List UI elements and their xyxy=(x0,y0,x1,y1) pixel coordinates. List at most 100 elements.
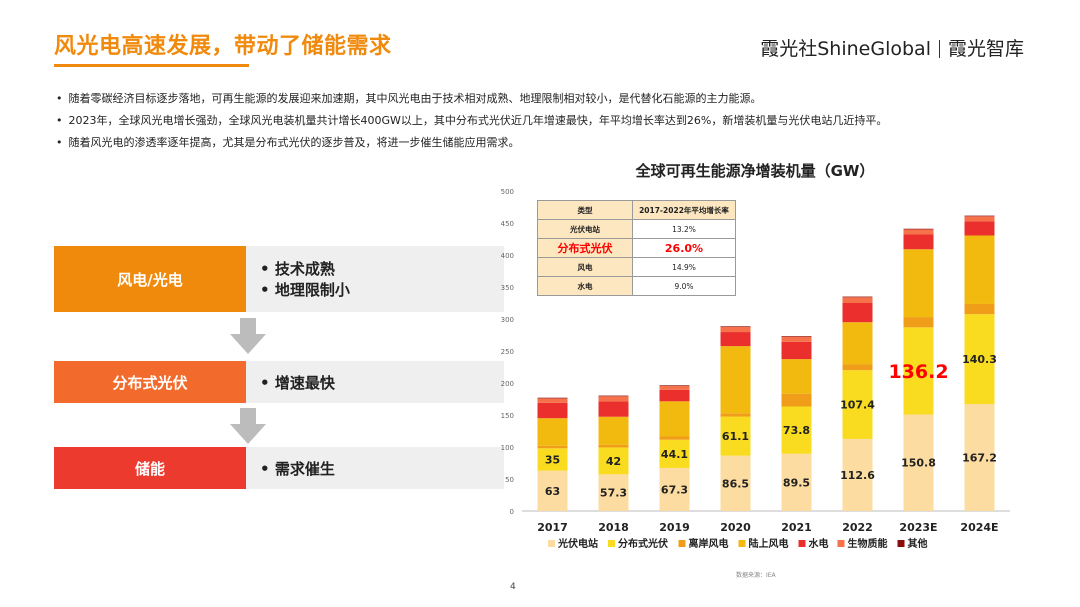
page-title: 风光电高速发展，带动了储能需求 xyxy=(54,34,392,59)
flow-description: 技术成熟 地理限制小 xyxy=(246,246,504,312)
chart-title: 全球可再生能源净增装机量（GW） xyxy=(635,162,875,180)
bar-segment xyxy=(964,303,995,315)
x-tick-label: 2024E xyxy=(960,521,998,534)
legend-label: 其他 xyxy=(908,537,928,550)
bar-segment xyxy=(964,403,995,511)
bar-segment xyxy=(903,229,934,235)
bar-segment xyxy=(781,336,812,337)
legend-swatch xyxy=(798,540,806,547)
bar-segment xyxy=(659,436,690,440)
bar-segment xyxy=(781,406,812,454)
legend-swatch xyxy=(678,540,686,547)
x-tick-label: 2023E xyxy=(899,521,937,534)
table-row: 风电 14.9% xyxy=(537,257,736,277)
brand-left: 霞光社ShineGlobal xyxy=(760,38,931,60)
y-tick-label: 350 xyxy=(501,284,514,292)
table-cell-rate: 26.0% xyxy=(632,238,736,258)
bar-segment xyxy=(842,370,873,439)
data-label: 112.6 xyxy=(840,469,875,482)
bar-segment xyxy=(598,444,629,448)
table-cell-type: 分布式光伏 xyxy=(537,238,633,258)
flow-point: 技术成熟 xyxy=(260,258,504,279)
table-cell-type: 风电 xyxy=(537,257,633,277)
bar-segment xyxy=(781,341,812,360)
table-cell-type: 水电 xyxy=(537,276,633,296)
flow-label: 风电/光电 xyxy=(54,246,246,312)
down-arrow-icon xyxy=(230,408,266,444)
bar-segment xyxy=(842,438,873,511)
title-underline xyxy=(54,64,249,67)
table-cell-rate: 13.2% xyxy=(632,219,736,239)
legend-label: 生物质能 xyxy=(848,537,888,550)
flow-label: 分布式光伏 xyxy=(54,361,246,403)
data-label: 73.8 xyxy=(783,424,810,437)
bar-segment xyxy=(842,296,873,298)
bar-segment xyxy=(720,455,751,511)
legend-swatch xyxy=(738,540,746,547)
bar-segment xyxy=(964,215,995,217)
data-label: 57.3 xyxy=(600,487,627,500)
data-label: 35 xyxy=(545,453,560,466)
flow-point: 增速最快 xyxy=(260,372,504,393)
x-tick-label: 2018 xyxy=(598,521,629,534)
legend-label: 水电 xyxy=(808,537,829,550)
data-label: 86.5 xyxy=(722,477,749,490)
bar-segment xyxy=(903,414,934,511)
flow-row-distributed-pv: 分布式光伏 增速最快 xyxy=(54,361,504,403)
bar-segment xyxy=(659,389,690,402)
bar-segment xyxy=(903,317,934,328)
table-row: 光伏电站 13.2% xyxy=(537,219,736,239)
bar-segment xyxy=(903,249,934,318)
bar-segment xyxy=(781,359,812,394)
legend-label: 光伏电站 xyxy=(557,537,598,550)
bar-segment xyxy=(659,401,690,437)
y-tick-label: 200 xyxy=(501,380,514,388)
bar-segment xyxy=(903,234,934,250)
x-tick-label: 2019 xyxy=(659,521,690,534)
bar-segment xyxy=(964,221,995,236)
bar-segment xyxy=(537,445,568,449)
bar-segment xyxy=(598,401,629,417)
bar-segment xyxy=(720,413,751,417)
legend-swatch xyxy=(548,540,555,547)
bar-segment xyxy=(720,326,751,327)
bar-segment xyxy=(842,303,873,323)
y-tick-label: 0 xyxy=(510,508,514,516)
bar-segment xyxy=(598,447,629,475)
x-tick-label: 2022 xyxy=(842,521,873,534)
data-label: 136.2 xyxy=(888,361,948,383)
bar-segment xyxy=(842,364,873,371)
data-label: 89.5 xyxy=(783,476,810,489)
x-tick-label: 2017 xyxy=(537,521,568,534)
bar-segment xyxy=(598,395,629,397)
bar-segment xyxy=(537,402,568,419)
table-cell-rate: 9.0% xyxy=(632,276,736,296)
table-cell-type: 光伏电站 xyxy=(537,219,633,239)
bar-segment xyxy=(659,439,690,468)
data-label: 67.3 xyxy=(661,483,688,496)
table-row: 分布式光伏 26.0% xyxy=(537,238,736,258)
bar-segment xyxy=(720,332,751,347)
y-tick-label: 400 xyxy=(501,252,514,260)
bar-segment xyxy=(537,418,568,446)
bar-segment xyxy=(537,448,568,471)
flow-point: 地理限制小 xyxy=(260,279,504,300)
growth-rate-table: 类型 2017-2022年平均增长率 光伏电站 13.2% 分布式光伏 26.0… xyxy=(537,200,736,296)
legend-label: 分布式光伏 xyxy=(618,537,668,550)
bar-segment xyxy=(964,235,995,304)
legend-swatch xyxy=(608,540,615,547)
y-tick-label: 450 xyxy=(501,220,514,228)
legend-swatch xyxy=(897,540,905,547)
bar-segment xyxy=(537,398,568,403)
bullet-item: 随着零碳经济目标逐步落地，可再生能源的发展迎来加速期，其中风光电由于技术相对成熟… xyxy=(56,88,1046,110)
bar-segment xyxy=(781,336,812,342)
table-header: 2017-2022年平均增长率 xyxy=(632,200,736,220)
table-header: 类型 xyxy=(537,200,633,220)
flow-label: 储能 xyxy=(54,447,246,489)
data-label: 42 xyxy=(606,455,621,468)
bar-segment xyxy=(781,393,812,407)
bar-segment xyxy=(842,322,873,365)
bar-segment xyxy=(537,397,568,399)
bar-segment xyxy=(903,228,934,230)
flow-description: 需求催生 xyxy=(246,447,504,489)
